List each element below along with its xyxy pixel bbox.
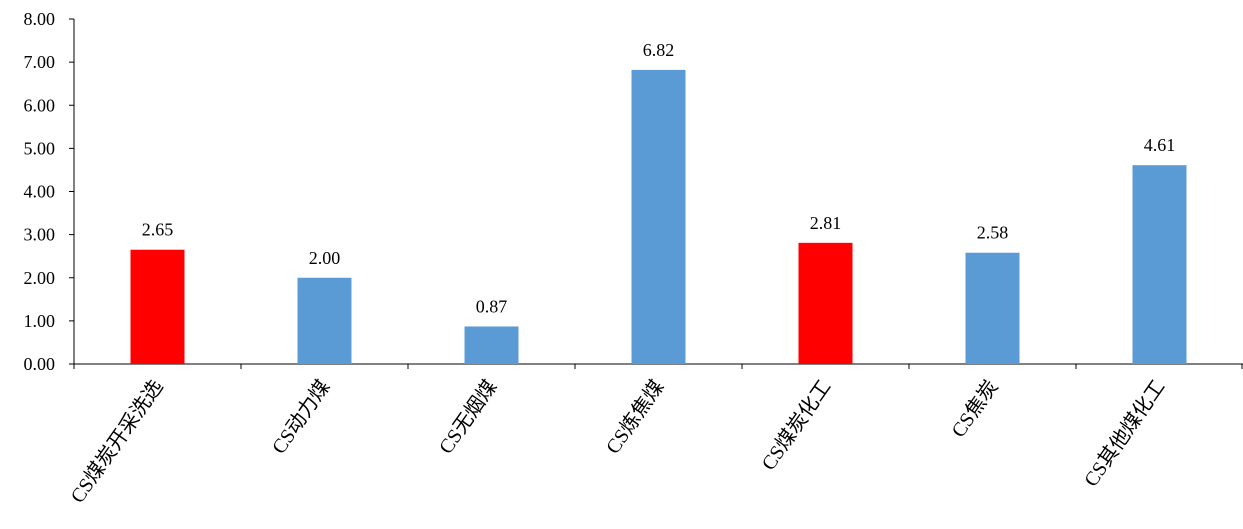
- data-label: 4.61: [1144, 135, 1176, 155]
- category-label: CS无烟煤: [434, 376, 501, 458]
- category-label: CS煤炭化工: [757, 376, 836, 475]
- y-tick-label: 4.00: [24, 182, 56, 202]
- y-tick-label: 7.00: [24, 52, 56, 72]
- bar: [297, 277, 352, 364]
- category-label: CS其他煤化工: [1079, 376, 1169, 491]
- data-label: 6.82: [643, 40, 675, 60]
- y-tick-label: 0.00: [24, 354, 56, 374]
- y-tick-label: 2.00: [24, 268, 56, 288]
- data-label: 2.00: [309, 248, 341, 268]
- bars: [130, 69, 1187, 364]
- data-label: 2.81: [810, 213, 842, 233]
- data-labels: 2.65 2.00 0.87 6.82 2.81 2.58 4.61: [142, 40, 1176, 317]
- y-tick-label: 3.00: [24, 225, 56, 245]
- bar: [1132, 165, 1187, 364]
- category-label: CS煤炭开采洗选: [66, 376, 168, 508]
- x-axis: [73, 363, 1243, 369]
- bar: [798, 242, 853, 364]
- category-label: CS动力煤: [267, 376, 334, 458]
- data-label: 2.58: [977, 223, 1009, 243]
- y-tick-label: 5.00: [24, 138, 56, 158]
- data-label: 2.65: [142, 220, 174, 240]
- data-label: 0.87: [476, 296, 508, 316]
- category-labels: CS煤炭开采洗选 CS动力煤 CS无烟煤 CS炼焦煤 CS煤炭化工 CS焦炭 CS其他煤化工: [66, 376, 1170, 508]
- bar: [631, 69, 686, 364]
- category-label: CS焦炭: [947, 376, 1003, 442]
- y-tick-label: 8.00: [24, 9, 56, 29]
- bar: [464, 326, 519, 364]
- category-label: CS炼焦煤: [601, 376, 668, 458]
- bar: [130, 249, 185, 364]
- y-axis: 0.00 1.00 2.00 3.00 4.00 5.00 6.00 7.00 8.00: [24, 9, 75, 374]
- bar: [965, 252, 1020, 364]
- y-tick-label: 1.00: [24, 311, 56, 331]
- y-tick-label: 6.00: [24, 95, 56, 115]
